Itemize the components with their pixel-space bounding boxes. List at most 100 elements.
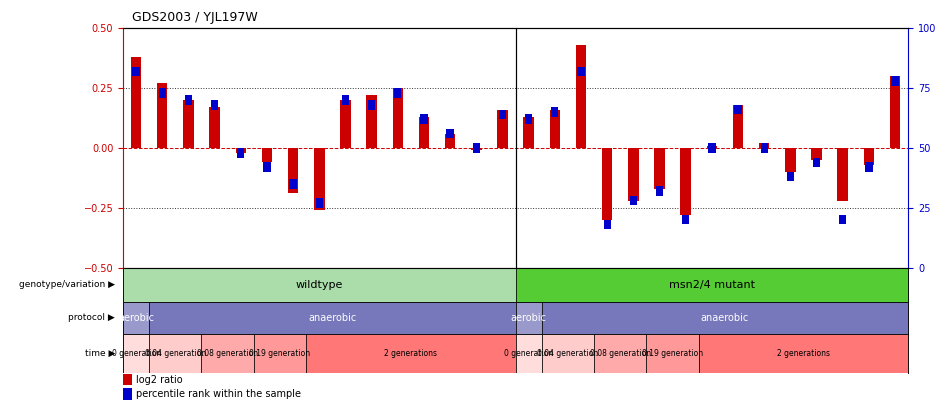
Bar [577,66,585,76]
Bar [516,302,542,334]
Text: wildtype: wildtype [295,280,343,290]
Text: time ▶: time ▶ [85,349,115,358]
Bar [656,186,663,196]
Bar [699,334,908,373]
Text: GDS2003 / YJL197W: GDS2003 / YJL197W [132,11,258,24]
Bar [839,215,847,224]
Bar [420,115,428,124]
Bar [209,107,219,148]
Text: 2 generations: 2 generations [777,349,830,358]
Bar [289,179,297,189]
Bar [552,107,558,117]
Text: aerobic: aerobic [118,313,154,323]
Bar [123,374,132,386]
Bar [837,148,848,200]
Bar [471,148,482,150]
Bar [419,117,429,148]
Text: msn2/4 mutant: msn2/4 mutant [669,280,755,290]
Bar [812,148,822,160]
Bar [237,148,244,158]
Bar [864,148,874,165]
Bar [254,334,307,373]
Bar [307,334,516,373]
Bar [682,215,690,224]
Bar [734,105,742,115]
Bar [785,148,796,172]
Bar [499,110,506,119]
Text: percentile rank within the sample: percentile rank within the sample [136,389,302,399]
Bar [211,100,219,110]
Bar [123,334,149,373]
Bar [149,334,201,373]
Bar [602,148,612,220]
Bar [131,57,141,148]
Bar [594,334,646,373]
Text: 0.04 generation: 0.04 generation [537,349,599,358]
Text: 0 generation: 0 generation [112,349,161,358]
Bar [787,172,794,181]
Bar [123,388,132,400]
Bar [201,334,254,373]
Bar [366,95,377,148]
Bar [184,95,192,105]
Bar [393,88,403,148]
Bar [159,88,166,98]
Bar [542,334,594,373]
Text: genotype/variation ▶: genotype/variation ▶ [19,280,115,289]
Bar [157,83,167,148]
Bar [761,143,768,153]
Bar [646,334,699,373]
Bar [516,268,908,302]
Bar [628,148,639,200]
Bar [473,143,480,153]
Bar [655,148,665,189]
Bar [341,100,351,148]
Bar [890,76,901,148]
Bar [394,88,401,98]
Bar [525,115,533,124]
Bar [236,148,246,153]
Text: 2 generations: 2 generations [384,349,437,358]
Bar [123,302,149,334]
Bar [149,302,516,334]
Text: 0.04 generation: 0.04 generation [145,349,206,358]
Bar [707,145,717,148]
Text: protocol ▶: protocol ▶ [68,313,115,322]
Bar [866,162,872,172]
Text: 0.08 generation: 0.08 generation [589,349,651,358]
Bar [184,100,194,148]
Bar [891,76,899,86]
Text: 0.08 generation: 0.08 generation [197,349,258,358]
Text: log2 ratio: log2 ratio [136,375,183,385]
Bar [542,302,908,334]
Bar [680,148,691,215]
Bar [368,100,376,110]
Bar [445,134,455,148]
Bar [123,268,516,302]
Bar [516,334,542,373]
Bar [263,162,271,172]
Bar [447,129,454,139]
Bar [813,158,820,167]
Bar [523,117,534,148]
Bar [604,220,611,229]
Text: 0.19 generation: 0.19 generation [250,349,310,358]
Bar [262,148,272,162]
Text: 0 generation: 0 generation [504,349,553,358]
Bar [709,143,715,153]
Bar [288,148,298,193]
Bar [498,110,508,148]
Bar [759,143,769,148]
Bar [733,105,744,148]
Bar [314,148,324,210]
Bar [342,95,349,105]
Text: anaerobic: anaerobic [308,313,357,323]
Bar [316,198,323,208]
Text: aerobic: aerobic [511,313,547,323]
Bar [132,66,140,76]
Bar [576,45,587,148]
Text: 0.19 generation: 0.19 generation [642,349,703,358]
Bar [630,196,637,205]
Text: anaerobic: anaerobic [701,313,749,323]
Bar [550,110,560,148]
